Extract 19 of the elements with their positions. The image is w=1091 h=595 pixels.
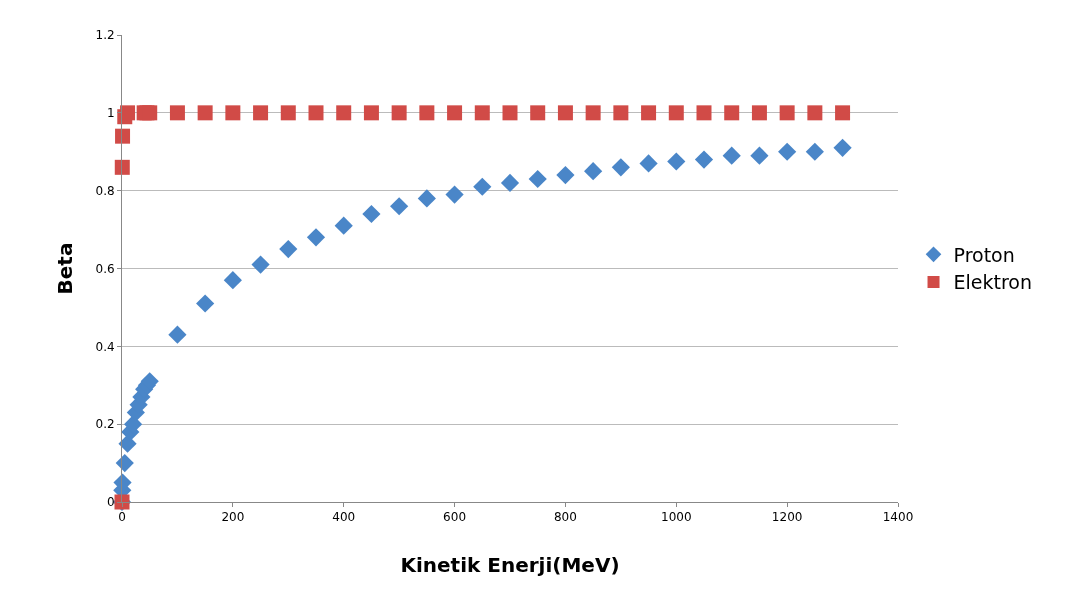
- y-tick-label: 0.4: [95, 339, 115, 354]
- y-tick-label: 0.2: [95, 417, 115, 432]
- x-tick-label: 1400: [882, 510, 914, 525]
- legend-label: Proton: [953, 243, 1015, 266]
- y-tick-label: 1: [106, 106, 115, 121]
- y-tick-label: 1.2: [95, 28, 115, 43]
- x-tick-label: 200: [221, 510, 245, 525]
- y-axis-title: Beta: [53, 242, 77, 295]
- x-tick-label: 600: [443, 510, 467, 525]
- x-tick-label: 0: [118, 510, 126, 525]
- x-tick-label: 1000: [661, 510, 692, 525]
- x-tick-label: 1200: [771, 510, 803, 525]
- x-tick-label: 800: [553, 510, 577, 525]
- y-tick-label: 0.8: [95, 183, 115, 198]
- legend-label: Elektron: [953, 271, 1033, 294]
- x-axis-title: Kinetik Enerji(MeV): [400, 553, 620, 577]
- y-tick-label: 0.6: [95, 261, 115, 276]
- y-tick-label: 0: [106, 495, 115, 510]
- x-tick-label: 400: [332, 510, 356, 525]
